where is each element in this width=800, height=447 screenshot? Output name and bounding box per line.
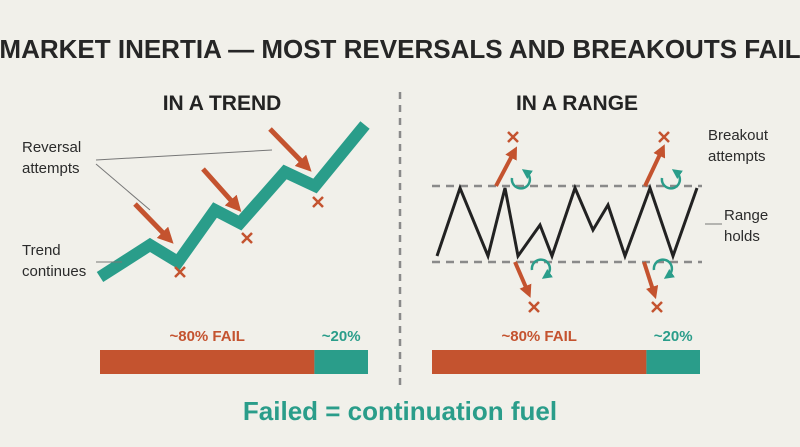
footer: Failed = continuation fuel	[243, 396, 557, 426]
label: Range	[724, 207, 768, 224]
fail-label: ~80% FAIL	[169, 328, 244, 345]
fail-marks	[507, 131, 670, 313]
label: attempts	[708, 148, 766, 165]
label: continues	[22, 263, 86, 280]
panel-heading: IN A TREND	[163, 92, 282, 115]
fail-bar	[100, 350, 315, 374]
return-arrows	[510, 169, 683, 279]
label: Reversal	[22, 139, 81, 156]
leader-lines	[95, 149, 273, 263]
success-bar	[314, 350, 368, 374]
label: Breakout	[708, 127, 769, 144]
success-label: ~20%	[322, 328, 361, 345]
label: attempts	[22, 160, 80, 177]
fail-marks	[174, 196, 324, 278]
success-label: ~20%	[654, 328, 693, 345]
panel-heading: IN A RANGE	[516, 92, 638, 115]
fail-bar	[432, 350, 647, 374]
breakout-arrows	[494, 144, 666, 300]
label: holds	[724, 228, 760, 245]
reversal-arrows	[133, 127, 312, 244]
success-bar	[646, 350, 700, 374]
fail-label: ~80% FAIL	[501, 328, 576, 345]
range-line	[435, 183, 699, 261]
title: MARKET INERTIA — MOST REVERSALS AND BREA…	[0, 34, 800, 64]
trend-line	[96, 121, 370, 283]
label: Trend	[22, 242, 61, 259]
